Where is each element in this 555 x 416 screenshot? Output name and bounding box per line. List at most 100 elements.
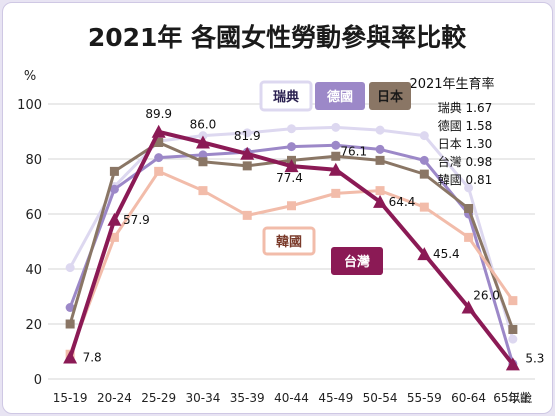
- point-1-6: [331, 140, 341, 150]
- point-4-10: [505, 357, 520, 371]
- point-3-9: [464, 232, 474, 242]
- point-1-2: [154, 153, 164, 163]
- series-box-sweden: 瑞典: [259, 80, 313, 112]
- series-box-korea: 韓國: [262, 226, 316, 256]
- y-tick-100: 100: [17, 98, 42, 113]
- x-tick-6: 45-49: [318, 391, 353, 405]
- point-2-8: [419, 169, 429, 179]
- point-2-3: [198, 157, 208, 167]
- point-0-9: [464, 183, 474, 193]
- data-label-5: 77.4: [276, 171, 303, 185]
- data-labels: 7.8 57.9 89.9 86.0 81.9 77.4 76.1 64.4 45.4 26.0 5…: [83, 107, 545, 366]
- data-label-1: 57.9: [123, 213, 150, 227]
- x-tick-3: 30-34: [186, 391, 221, 405]
- point-4-8: [417, 247, 432, 261]
- point-1-7: [375, 144, 385, 154]
- chart-title: 2021年 各國女性勞動參與率比較: [88, 23, 467, 52]
- x-tick-4: 35-39: [230, 391, 265, 405]
- point-2-6: [331, 151, 341, 161]
- series-box-japan: 日本: [369, 82, 411, 110]
- point-0-5: [287, 124, 296, 134]
- point-1-1: [109, 184, 119, 194]
- point-1-3: [198, 150, 208, 160]
- point-3-6: [331, 188, 341, 198]
- legend-title: 2021年生育率: [409, 76, 494, 92]
- point-4-2: [151, 124, 166, 138]
- legend-item-korea: 韓國 0.81: [438, 173, 493, 187]
- series-line-3: [68, 169, 515, 355]
- point-4-3: [195, 135, 210, 149]
- point-2-9: [464, 204, 474, 213]
- point-2-7: [375, 155, 385, 165]
- point-3-4: [242, 210, 252, 220]
- data-label-6: 76.1: [340, 145, 367, 159]
- point-0-4: [242, 128, 252, 138]
- point-0-8: [419, 131, 429, 141]
- point-0-0: [65, 263, 75, 273]
- legend-item-taiwan: 台灣 0.98: [438, 154, 493, 169]
- point-4-9: [461, 300, 476, 314]
- point-0-7: [375, 125, 385, 135]
- y-tick-labels: 0 20 40 60 80 100: [17, 98, 42, 388]
- point-2-4: [242, 161, 252, 171]
- point-1-0: [65, 303, 75, 312]
- series-box-germany-label: 德國: [327, 89, 353, 105]
- series-box-japan-label: 日本: [377, 89, 403, 105]
- data-label-9: 26.0: [473, 289, 500, 303]
- point-3-1: [109, 232, 119, 242]
- point-4-0: [63, 350, 78, 364]
- point-3-2: [154, 166, 164, 176]
- data-label-4: 81.9: [234, 129, 261, 143]
- point-4-1: [107, 212, 122, 226]
- x-tick-9: 60-64: [451, 391, 486, 405]
- point-3-8: [419, 202, 429, 212]
- point-3-3: [198, 186, 208, 196]
- series-box-korea-label: 韓國: [276, 234, 302, 250]
- point-4-4: [240, 146, 255, 160]
- x-tick-1: 20-24: [97, 391, 132, 405]
- data-label-3: 86.0: [190, 118, 217, 132]
- series-box-taiwan-label: 台灣: [344, 254, 370, 270]
- series-box-sweden-label: 瑞典: [273, 89, 299, 105]
- data-label-7: 64.4: [389, 195, 416, 209]
- point-4-7: [373, 194, 388, 208]
- y-tick-40: 40: [25, 263, 42, 278]
- data-label-8: 45.4: [433, 247, 460, 261]
- data-label-0: 7.8: [83, 351, 102, 365]
- x-tick-7: 50-54: [363, 391, 398, 405]
- point-3-7: [375, 186, 385, 196]
- series-lines: [63, 122, 520, 371]
- y-tick-20: 20: [25, 318, 42, 333]
- x-tick-8: 55-59: [407, 391, 442, 405]
- x-tick-2: 25-29: [141, 391, 176, 405]
- y-tick-60: 60: [25, 208, 42, 223]
- point-0-10: [508, 334, 518, 344]
- point-3-10: [508, 296, 518, 306]
- legend-item-germany: 德國 1.58: [438, 118, 493, 133]
- point-2-2: [154, 138, 164, 147]
- point-1-5: [287, 142, 296, 152]
- x-tick-labels: 15-19 20-24 25-29 30-34 35-39 40-44 45-49 50-54…: [53, 391, 533, 405]
- point-1-8: [419, 155, 429, 165]
- point-3-5: [287, 201, 296, 211]
- legend-item-japan: 日本 1.30: [438, 137, 493, 151]
- y-axis-label: %: [24, 69, 36, 84]
- x-tick-10: 65以上: [493, 391, 532, 405]
- series-box-germany: 德國: [315, 82, 365, 110]
- legend-item-sweden: 瑞典 1.67: [438, 101, 493, 115]
- x-tick-0: 15-19: [53, 391, 88, 405]
- point-4-5: [284, 159, 299, 173]
- data-label-10: 5.3: [525, 351, 544, 365]
- point-0-6: [331, 122, 341, 132]
- point-2-10: [508, 325, 518, 334]
- point-2-1: [109, 166, 119, 176]
- x-tick-5: 40-44: [274, 391, 309, 405]
- legend: 2021年生育率 瑞典 1.67 德國 1.58 日本 1.30 台灣 0.98…: [409, 76, 494, 187]
- series-box-taiwan: 台灣: [331, 247, 383, 275]
- data-label-2: 89.9: [145, 107, 172, 121]
- point-2-0: [65, 319, 75, 329]
- y-tick-0: 0: [34, 373, 42, 388]
- series-4: [63, 124, 520, 371]
- point-4-6: [328, 162, 343, 176]
